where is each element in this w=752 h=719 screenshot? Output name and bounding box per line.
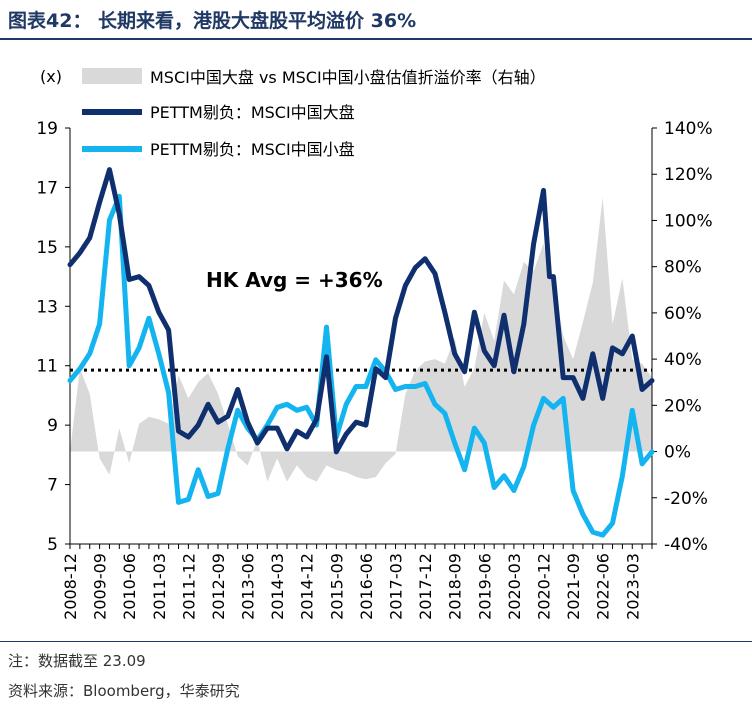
text-layer: 5 7 9 11 13 15 17 19 -40% -20% 0% 20% 40% 60% 80% 100% 1…	[36, 67, 712, 620]
x-tick-label: 2017-03	[387, 553, 406, 620]
small-cap-pe-line	[67, 193, 655, 538]
x-tick-label: 2008-12	[61, 553, 80, 620]
y-left-tick-label: 9	[47, 416, 58, 436]
y-left-tick-label: 5	[47, 535, 58, 555]
y-right-tick-label: 120%	[664, 165, 713, 185]
figure-title: 图表42： 长期来看，港股大盘股平均溢价 36%	[8, 10, 417, 32]
x-tick-label: 2016-06	[357, 553, 376, 620]
large-cap-pe-line	[67, 167, 655, 455]
y-left-tick-label: 11	[36, 357, 58, 377]
y-right-tick-label: 0%	[664, 443, 691, 463]
y-right-tick-label: 140%	[664, 119, 713, 139]
y-right-tick-label: -40%	[664, 535, 708, 555]
source: 资料来源：Bloomberg，华泰研究	[8, 682, 240, 700]
x-tick-label: 2020-03	[505, 553, 524, 620]
y-right-tick-label: 100%	[664, 211, 713, 231]
axes-layer	[65, 127, 657, 549]
y-left-tick-label: 15	[36, 238, 58, 258]
x-tick-label: 2012-09	[209, 553, 228, 620]
y-left-tick-label: 19	[36, 119, 58, 139]
y-right-tick-label: 80%	[664, 258, 702, 278]
title-rule	[0, 38, 752, 40]
x-tick-label: 2014-03	[268, 553, 287, 620]
legend-label-large: PETTM剔负：MSCI中国大盘	[150, 103, 355, 122]
x-tick-label: 2021-09	[564, 553, 583, 620]
x-tick-label: 2015-09	[327, 553, 346, 620]
x-tick-label: 2017-12	[416, 553, 435, 620]
x-tick-label: 2022-06	[594, 553, 613, 620]
lines-layer	[67, 167, 655, 538]
x-tick-label: 2014-12	[298, 553, 317, 620]
x-tick-label: 2018-09	[446, 553, 465, 620]
y-left-tick-label: 7	[47, 476, 58, 496]
y-right-tick-label: 60%	[664, 304, 702, 324]
y-right-tick-label: 40%	[664, 350, 702, 370]
y-right-tick-label: 20%	[664, 396, 702, 416]
x-tick-label: 2011-12	[179, 553, 198, 620]
x-tick-label: 2023-03	[623, 553, 642, 620]
average-annotation: HK Avg = +36%	[206, 268, 383, 292]
bottom-rule	[0, 641, 752, 642]
chart: MSCI中国大盘 vs MSCI中国小盘估值折溢价率（右轴） PETTM剔负：MS…	[36, 67, 712, 620]
legend-label-small: PETTM剔负：MSCI中国小盘	[150, 140, 355, 159]
legend-label-premium: MSCI中国大盘 vs MSCI中国小盘估值折溢价率（右轴）	[150, 68, 546, 87]
x-tick-label: 2013-06	[239, 553, 258, 620]
x-tick-label: 2019-06	[475, 553, 494, 620]
x-tick-label: 2020-12	[535, 553, 554, 620]
y-left-tick-label: 13	[36, 297, 58, 317]
premium-area	[70, 197, 652, 482]
y-right-tick-label: -20%	[664, 489, 708, 509]
x-tick-label: 2009-09	[91, 553, 110, 620]
x-tick-label: 2011-03	[150, 553, 169, 620]
left-axis-unit: (x)	[40, 67, 62, 86]
note: 注：数据截至 23.09	[8, 652, 146, 670]
premium-area-layer	[70, 197, 652, 482]
y-left-tick-label: 17	[36, 178, 58, 198]
x-tick-label: 2010-06	[120, 553, 139, 620]
legend-swatch-premium	[82, 68, 142, 84]
legend: MSCI中国大盘 vs MSCI中国小盘估值折溢价率（右轴） PETTM剔负：MS…	[82, 68, 546, 159]
